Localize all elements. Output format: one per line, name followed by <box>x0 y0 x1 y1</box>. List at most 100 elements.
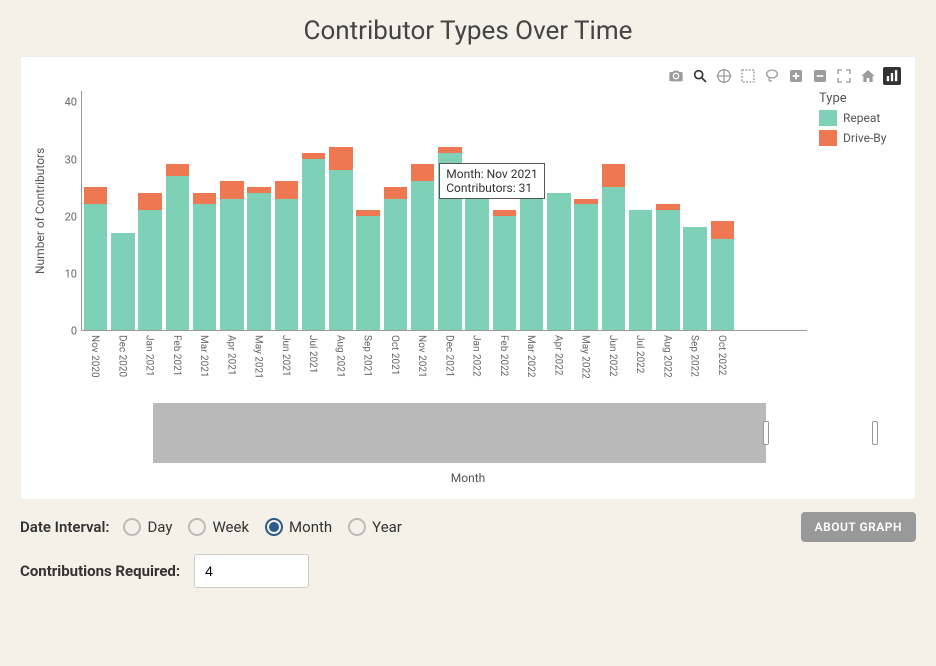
box-select-icon[interactable] <box>739 67 757 85</box>
bar-column[interactable] <box>84 187 107 330</box>
bar-segment[interactable] <box>629 210 652 330</box>
range-overlay <box>153 403 766 463</box>
bar-segment[interactable] <box>384 199 407 330</box>
x-tick: Oct 2022 <box>716 335 727 375</box>
tooltip-line1: Month: Nov 2021 <box>446 167 537 181</box>
bar-segment[interactable] <box>275 199 298 330</box>
bar-segment[interactable] <box>166 176 189 330</box>
bar-segment[interactable] <box>547 193 570 330</box>
bar-segment[interactable] <box>711 221 734 238</box>
bar-segment[interactable] <box>683 227 706 330</box>
bar-segment[interactable] <box>220 199 243 330</box>
home-icon[interactable] <box>859 67 877 85</box>
interval-controls: Date Interval: DayWeekMonthYear ABOUT GR… <box>20 512 916 542</box>
tooltip-line2: Contributors: 31 <box>446 181 537 195</box>
radio-month[interactable] <box>265 518 283 536</box>
bar-column[interactable] <box>111 233 134 330</box>
bar-column[interactable] <box>384 187 407 330</box>
range-slider[interactable] <box>149 403 879 463</box>
legend-item[interactable]: Repeat <box>819 110 907 126</box>
autoscale-icon[interactable] <box>835 67 853 85</box>
bar-column[interactable] <box>493 210 516 330</box>
bar-column[interactable] <box>247 187 270 330</box>
y-tick: 20 <box>65 210 77 223</box>
bar-column[interactable] <box>138 193 161 330</box>
bar-segment[interactable] <box>602 164 625 187</box>
bar-column[interactable] <box>329 147 352 330</box>
x-tick: Dec 2021 <box>443 335 454 377</box>
bar-segment[interactable] <box>138 193 161 210</box>
x-tick: Feb 2021 <box>171 335 182 376</box>
bar-column[interactable] <box>656 204 679 330</box>
chart-title: Contributor Types Over Time <box>20 16 916 46</box>
bar-column[interactable] <box>465 199 488 330</box>
x-tick: May 2021 <box>253 335 264 379</box>
bar-segment[interactable] <box>411 181 434 330</box>
bar-segment[interactable] <box>411 164 434 181</box>
bar-column[interactable] <box>574 199 597 330</box>
zoom-icon[interactable] <box>691 67 709 85</box>
legend-swatch <box>819 110 837 126</box>
interval-option[interactable]: Month <box>265 518 332 536</box>
bar-column[interactable] <box>411 164 434 330</box>
bars-area[interactable]: Month: Nov 2021 Contributors: 31 <box>81 91 807 331</box>
interval-option[interactable]: Day <box>123 518 172 536</box>
zoom-in-icon[interactable] <box>787 67 805 85</box>
x-tick: Mar 2021 <box>198 335 209 378</box>
bar-segment[interactable] <box>602 187 625 330</box>
bar-segment[interactable] <box>138 210 161 330</box>
x-tick: Jun 2022 <box>607 335 618 377</box>
bar-segment[interactable] <box>84 204 107 330</box>
bar-segment[interactable] <box>656 210 679 330</box>
bar-segment[interactable] <box>193 204 216 330</box>
bar-column[interactable] <box>683 227 706 330</box>
zoom-out-icon[interactable] <box>811 67 829 85</box>
bar-segment[interactable] <box>84 187 107 204</box>
radio-week[interactable] <box>188 518 206 536</box>
legend-title: Type <box>819 91 907 106</box>
bar-column[interactable] <box>629 210 652 330</box>
interval-option[interactable]: Week <box>188 518 249 536</box>
radio-year[interactable] <box>348 518 366 536</box>
lasso-icon[interactable] <box>763 67 781 85</box>
logo-icon[interactable] <box>883 67 901 85</box>
bar-segment[interactable] <box>111 233 134 330</box>
bar-segment[interactable] <box>384 187 407 198</box>
camera-icon[interactable] <box>667 67 685 85</box>
plot-area: Number of Contributors 010203040 Month: … <box>20 56 916 500</box>
bar-segment[interactable] <box>329 147 352 170</box>
bar-column[interactable] <box>356 210 379 330</box>
x-tick: Nov 2020 <box>89 335 100 378</box>
bar-segment[interactable] <box>275 181 298 198</box>
bar-column[interactable] <box>602 164 625 330</box>
bar-segment[interactable] <box>574 204 597 330</box>
interval-option[interactable]: Year <box>348 518 402 536</box>
range-handle-right[interactable] <box>872 421 878 445</box>
bar-segment[interactable] <box>193 193 216 204</box>
x-tick: Oct 2021 <box>389 335 400 375</box>
bar-segment[interactable] <box>247 193 270 330</box>
bar-segment[interactable] <box>465 199 488 330</box>
bar-column[interactable] <box>711 221 734 330</box>
bar-segment[interactable] <box>166 164 189 175</box>
bar-column[interactable] <box>193 193 216 330</box>
radio-day[interactable] <box>123 518 141 536</box>
bar-column[interactable] <box>166 164 189 330</box>
contrib-required-input[interactable] <box>194 554 309 588</box>
bar-segment[interactable] <box>220 181 243 198</box>
bar-segment[interactable] <box>711 239 734 330</box>
bar-segment[interactable] <box>356 216 379 330</box>
bar-segment[interactable] <box>329 170 352 330</box>
bar-segment[interactable] <box>493 216 516 330</box>
legend-item[interactable]: Drive-By <box>819 130 907 146</box>
x-tick: May 2022 <box>580 335 591 379</box>
contrib-label: Contributions Required: <box>20 562 180 580</box>
bar-column[interactable] <box>302 153 325 330</box>
bar-column[interactable] <box>275 181 298 330</box>
range-handle-left[interactable] <box>763 421 769 445</box>
bar-column[interactable] <box>547 193 570 330</box>
pan-icon[interactable] <box>715 67 733 85</box>
about-graph-button[interactable]: ABOUT GRAPH <box>801 512 916 542</box>
bar-column[interactable] <box>220 181 243 330</box>
bar-segment[interactable] <box>302 159 325 330</box>
